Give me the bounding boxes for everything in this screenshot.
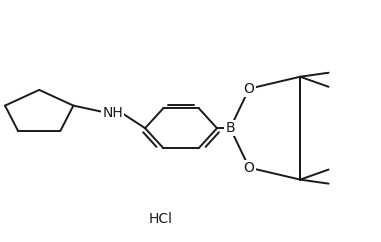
Text: B: B [226, 121, 235, 135]
Text: O: O [244, 161, 255, 175]
Text: NH: NH [102, 106, 123, 120]
Text: HCl: HCl [148, 212, 172, 226]
Text: O: O [244, 82, 255, 96]
